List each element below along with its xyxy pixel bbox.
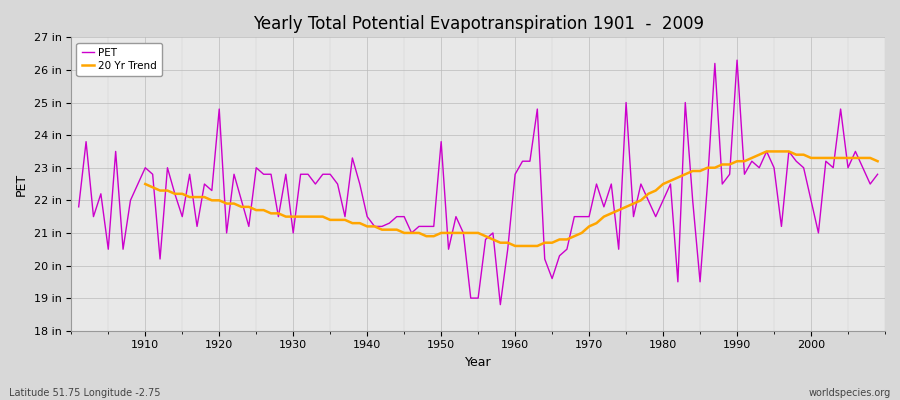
PET xyxy=(339,214,350,219)
PET xyxy=(872,172,883,177)
Line: 20 Yr Trend: 20 Yr Trend xyxy=(145,152,877,246)
PET xyxy=(732,58,742,62)
PET xyxy=(295,172,306,177)
PET xyxy=(132,182,143,186)
PET xyxy=(518,159,528,164)
20 Yr Trend xyxy=(281,214,292,219)
20 Yr Trend xyxy=(584,224,595,229)
Text: worldspecies.org: worldspecies.org xyxy=(809,388,891,398)
20 Yr Trend xyxy=(525,244,535,248)
Y-axis label: PET: PET xyxy=(15,172,28,196)
PET xyxy=(73,204,84,209)
20 Yr Trend xyxy=(761,149,772,154)
20 Yr Trend xyxy=(140,182,150,186)
PET xyxy=(509,172,520,177)
PET xyxy=(606,182,616,186)
20 Yr Trend xyxy=(872,159,883,164)
20 Yr Trend xyxy=(509,244,520,248)
20 Yr Trend xyxy=(310,214,320,219)
Title: Yearly Total Potential Evapotranspiration 1901  -  2009: Yearly Total Potential Evapotranspiratio… xyxy=(253,15,704,33)
X-axis label: Year: Year xyxy=(464,356,491,369)
PET xyxy=(495,302,506,307)
20 Yr Trend xyxy=(850,156,860,160)
Legend: PET, 20 Yr Trend: PET, 20 Yr Trend xyxy=(76,42,162,76)
Text: Latitude 51.75 Longitude -2.75: Latitude 51.75 Longitude -2.75 xyxy=(9,388,160,398)
20 Yr Trend xyxy=(828,156,839,160)
Line: PET: PET xyxy=(78,60,878,305)
